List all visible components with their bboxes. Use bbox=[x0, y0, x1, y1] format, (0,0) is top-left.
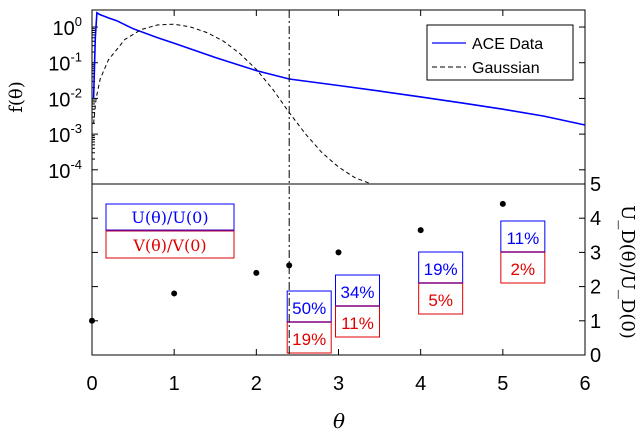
percent-annotations: 50% 19% 34% 11% 19% 5% 11% 2% bbox=[286, 220, 546, 354]
bottom-points bbox=[89, 200, 506, 324]
bottom-xlabel: θ bbox=[333, 409, 345, 433]
legend-u-label: U(θ)/U(0) bbox=[131, 208, 208, 227]
bottom-panel: 0 1 2 3 4 5 6 0 1 2 3 4 5 θ U_D(θ)/U_D(0) U(θ)/U(0)… bbox=[86, 174, 637, 433]
data-point bbox=[286, 262, 293, 269]
bottom-xtick-label: 1 bbox=[169, 373, 180, 395]
bottom-ytick-label: 5 bbox=[590, 174, 601, 196]
top-ytick-label: 10-2 bbox=[48, 85, 82, 111]
bottom-xtick-label: 6 bbox=[579, 373, 590, 395]
annotation-u-box bbox=[286, 290, 332, 323]
annotation-u-box bbox=[335, 274, 380, 307]
annotation-v-box bbox=[500, 251, 546, 284]
bottom-ytick-label: 4 bbox=[590, 208, 601, 230]
legend-ace-label: ACE Data bbox=[472, 36, 543, 53]
annotation-v-percent: 2% bbox=[511, 260, 536, 279]
top-ytick-label: 100 bbox=[53, 14, 82, 40]
data-point bbox=[335, 249, 342, 256]
bottom-xtick-label: 2 bbox=[251, 373, 262, 395]
top-panel: 100 10-1 10-2 10-3 10-4 f(θ) ACE Data Gaussi… bbox=[6, 9, 586, 185]
bottom-xtick-label: 5 bbox=[497, 373, 508, 395]
legend-gaussian-label: Gaussian bbox=[472, 60, 540, 77]
top-ylabel: f(θ) bbox=[6, 81, 27, 113]
bottom-xtick-label: 3 bbox=[333, 373, 344, 395]
bottom-ytick-label: 3 bbox=[590, 242, 601, 264]
data-point bbox=[499, 200, 506, 207]
top-ytick-label: 10-3 bbox=[48, 121, 82, 147]
annotation-u-percent: 11% bbox=[506, 229, 539, 248]
bottom-ylabel: U_D(θ)/U_D(0) bbox=[617, 205, 637, 339]
annotation-u-percent: 19% bbox=[424, 260, 458, 279]
top-legend-box bbox=[426, 24, 574, 81]
top-ytick-label: 10-1 bbox=[48, 50, 82, 76]
data-point bbox=[89, 317, 95, 324]
annotation-u-percent: 34% bbox=[340, 283, 374, 302]
bottom-ytick-label: 1 bbox=[590, 311, 601, 333]
annotation-v-percent: 19% bbox=[292, 330, 326, 349]
top-curves bbox=[92, 11, 586, 185]
data-point bbox=[417, 227, 424, 234]
top-legend: ACE Data Gaussian bbox=[426, 24, 574, 81]
bottom-x-ticks: 0 1 2 3 4 5 6 bbox=[86, 349, 591, 395]
bottom-xtick-label: 4 bbox=[415, 373, 426, 395]
annotation-u-box bbox=[500, 220, 546, 253]
gaussian-line bbox=[93, 23, 372, 185]
bottom-xtick-label: 0 bbox=[86, 373, 97, 395]
bottom-legend: U(θ)/U(0) V(θ)/V(0) bbox=[105, 203, 235, 259]
bottom-y-ticks: 0 1 2 3 4 5 bbox=[92, 174, 601, 367]
annotation-u-percent: 50% bbox=[292, 299, 326, 318]
legend-v-label: V(θ)/V(0) bbox=[132, 236, 206, 255]
bottom-ytick-label: 2 bbox=[590, 277, 601, 299]
data-point bbox=[253, 269, 260, 276]
ace-data-line bbox=[92, 11, 586, 126]
annotation-v-box bbox=[335, 305, 380, 338]
annotation-v-percent: 5% bbox=[428, 291, 453, 310]
legend-v-box bbox=[105, 230, 235, 259]
bottom-ytick-label: 0 bbox=[590, 345, 601, 367]
data-point bbox=[171, 290, 178, 297]
top-ytick-label: 10-4 bbox=[48, 157, 82, 183]
annotation-v-percent: 11% bbox=[341, 314, 374, 333]
